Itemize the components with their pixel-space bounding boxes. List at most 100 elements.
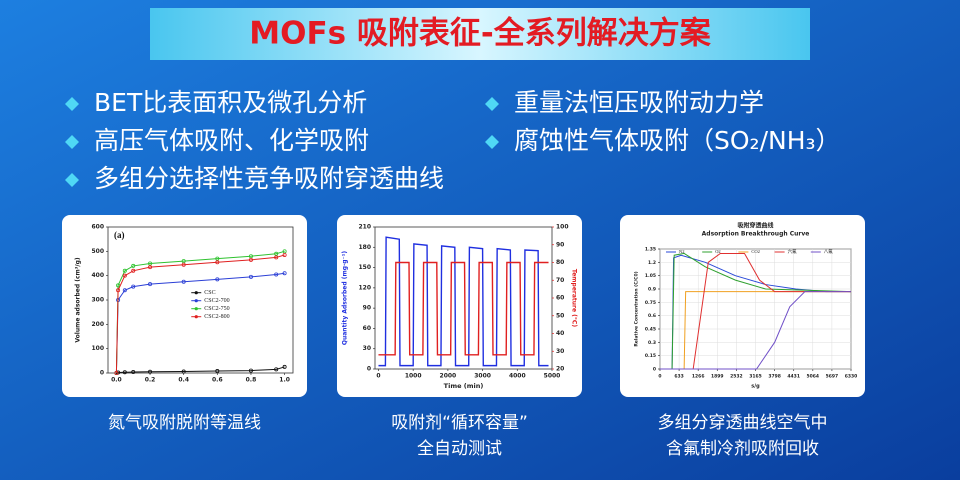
series-line <box>660 252 851 370</box>
x-tick-label: 3798 <box>768 374 781 380</box>
x-axis-label: Time (min) <box>444 382 484 390</box>
x-tick-label: 1899 <box>711 374 724 380</box>
x-tick-label: 3165 <box>749 374 762 380</box>
title-banner <box>150 8 810 60</box>
data-point <box>215 277 220 282</box>
x-tick-label: 4000 <box>509 373 526 380</box>
x-tick-label: 2000 <box>440 373 457 380</box>
y2-tick-label: 50 <box>556 312 564 319</box>
y-tick-label: 1.35 <box>645 247 656 253</box>
x-tick-label: 5697 <box>826 374 839 380</box>
data-point <box>248 254 253 259</box>
x-axis-label: s/g <box>751 384 760 390</box>
y-tick-label: 400 <box>91 272 104 279</box>
x-tick-label: 5064 <box>807 374 820 380</box>
x-tick-label: 1000 <box>405 373 422 380</box>
x-tick-label: 0.8 <box>246 377 257 384</box>
data-point <box>148 369 153 374</box>
series-line <box>116 366 285 374</box>
y2-tick-label: 100 <box>556 224 569 231</box>
chart-panel <box>620 215 865 397</box>
data-point <box>131 284 136 289</box>
series-line <box>115 254 285 374</box>
bullet-text: 高压气体吸附、化学吸附 <box>94 126 369 155</box>
legend-label: N2 <box>679 249 685 254</box>
data-point <box>282 249 287 254</box>
series-line <box>115 272 285 374</box>
series-line <box>660 252 852 370</box>
legend-label: CSC2-750 <box>204 306 229 312</box>
data-point <box>248 274 253 279</box>
legend-marker <box>194 291 198 295</box>
caption: 多组分穿透曲线空气中 <box>658 413 828 433</box>
y-tick-label: 500 <box>91 248 104 255</box>
x-tick-label: 3000 <box>474 373 491 380</box>
x-tick-label: 0 <box>376 373 380 380</box>
y-tick-label: 0 <box>100 370 104 377</box>
x-tick-label: 5000 <box>544 373 561 380</box>
y-tick-label: 30 <box>363 345 371 352</box>
y2-tick-label: 80 <box>556 259 564 266</box>
data-point <box>282 364 287 369</box>
y-tick-label: 0.75 <box>645 300 656 306</box>
data-point <box>148 282 153 287</box>
x-tick-label: 2532 <box>730 374 743 380</box>
data-point <box>122 268 127 273</box>
y2-tick-label: 40 <box>556 330 564 337</box>
y-tick-label: 210 <box>358 224 371 231</box>
data-point <box>215 369 220 374</box>
data-point <box>122 273 127 278</box>
y2-tick-label: 70 <box>556 277 564 284</box>
series-line <box>378 261 549 356</box>
data-point <box>282 271 287 276</box>
bullet-icon <box>65 135 79 149</box>
data-point <box>116 283 121 288</box>
data-point <box>274 272 279 277</box>
x-tick-label: 6330 <box>845 374 858 380</box>
bullet-icon <box>485 135 499 149</box>
bullet-icon <box>65 173 79 187</box>
y2-tick-label: 20 <box>556 366 564 373</box>
caption: 氮气吸附脱附等温线 <box>108 413 261 433</box>
y-tick-label: 300 <box>91 297 104 304</box>
data-point <box>248 368 253 373</box>
data-point <box>215 256 220 261</box>
y2-tick-label: 60 <box>556 295 564 302</box>
legend-label: O2 <box>715 249 721 254</box>
data-point <box>181 259 186 264</box>
y2-tick-label: 30 <box>556 348 564 355</box>
caption: 吸附剂“循环容量” <box>391 413 528 433</box>
y-tick-label: 120 <box>358 284 371 291</box>
y-tick-label: 0.6 <box>648 313 656 319</box>
data-point <box>131 263 136 268</box>
y-axis-label: Relative Concentration (C/C0) <box>634 271 640 346</box>
y-axis-label: Volume adsorbed (cm³/g) <box>75 257 82 343</box>
y-tick-label: 100 <box>91 345 104 352</box>
bullet-text: BET比表面积及微孔分析 <box>94 88 367 117</box>
x-tick-label: 633 <box>674 374 683 380</box>
y-tick-label: 1.2 <box>648 260 656 266</box>
chart-subtitle: Adsorption Breakthrough Curve <box>702 231 810 238</box>
legend-label: 六氟 <box>788 248 797 255</box>
series-line <box>660 291 851 370</box>
y-tick-label: 200 <box>91 321 104 328</box>
x-tick-label: 1266 <box>692 374 705 380</box>
legend-marker <box>194 299 198 303</box>
data-point <box>148 265 153 270</box>
data-point <box>248 257 253 262</box>
legend-label: CSC2-800 <box>204 314 229 320</box>
legend-marker <box>194 315 198 319</box>
x-tick-label: 4431 <box>787 374 800 380</box>
y-tick-label: 150 <box>358 264 371 271</box>
x-tick-label: 0.2 <box>145 377 156 384</box>
y-tick-label: 1.05 <box>645 273 656 279</box>
series-line <box>378 236 549 367</box>
x-tick-label: 0.6 <box>212 377 223 384</box>
data-point <box>122 370 127 375</box>
y2-axis-label: Temperature (°C) <box>571 269 578 327</box>
data-point <box>282 252 287 257</box>
x-tick-label: 0.4 <box>178 377 189 384</box>
data-point <box>274 255 279 260</box>
x-tick-label: 1.0 <box>279 377 290 384</box>
